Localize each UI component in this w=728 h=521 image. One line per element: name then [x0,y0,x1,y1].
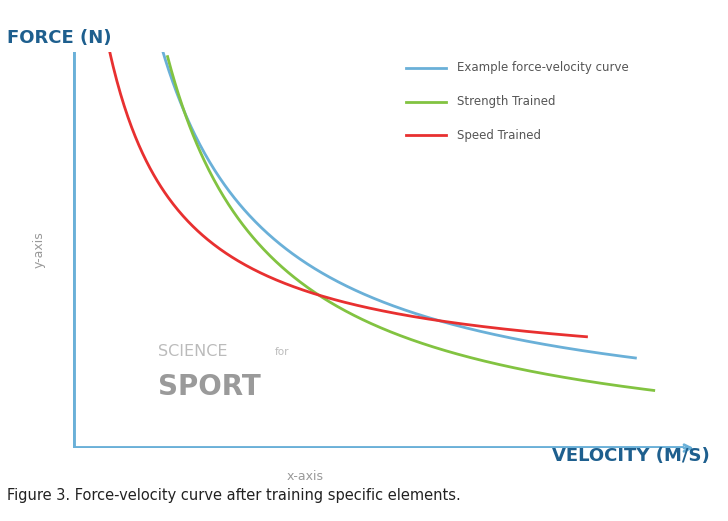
Text: VELOCITY (M/S): VELOCITY (M/S) [552,447,710,465]
Text: FORCE (N): FORCE (N) [7,29,112,47]
Text: SPORT: SPORT [159,373,261,401]
Text: for: for [274,347,289,357]
Text: Strength Trained: Strength Trained [457,95,555,108]
Text: SCIENCE: SCIENCE [159,343,228,358]
Text: y-axis: y-axis [33,232,46,268]
Text: Figure 3. Force-velocity curve after training specific elements.: Figure 3. Force-velocity curve after tra… [7,488,461,503]
Text: x-axis: x-axis [287,470,324,483]
Text: Example force-velocity curve: Example force-velocity curve [457,61,628,75]
Text: Speed Trained: Speed Trained [457,129,541,142]
